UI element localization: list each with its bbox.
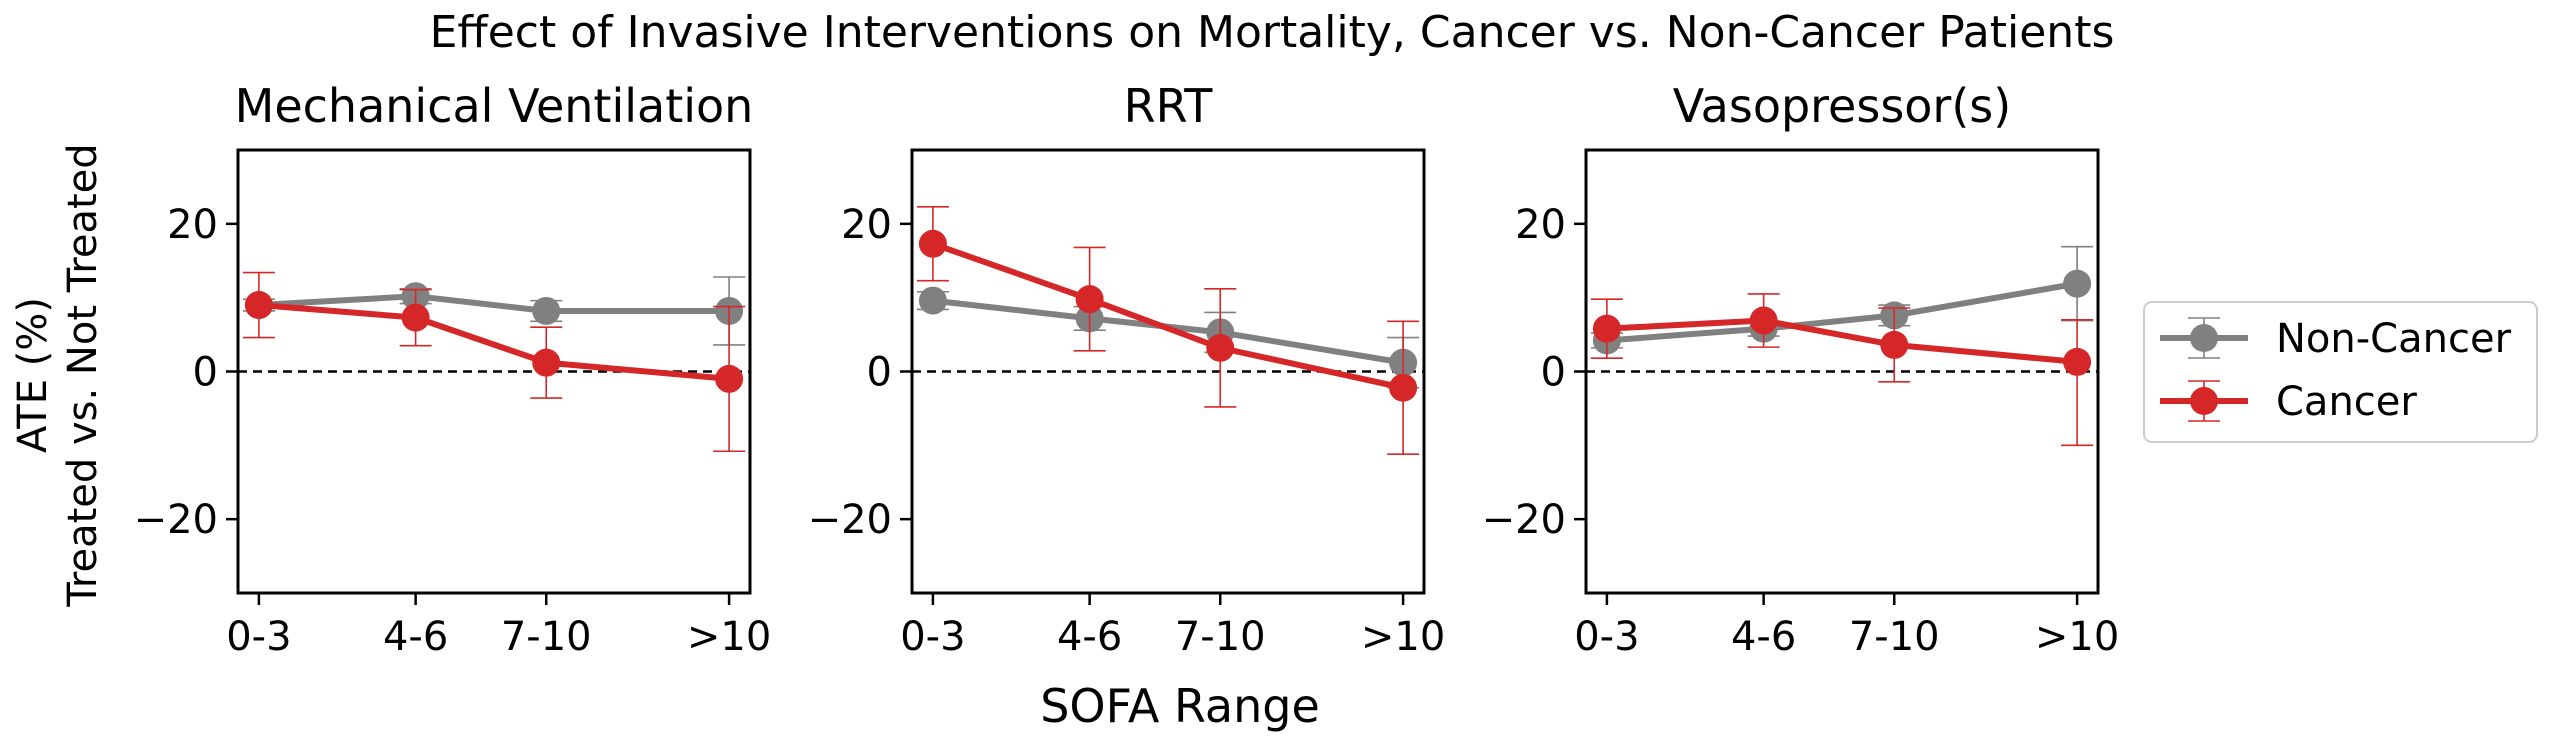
x-tick-label: >10 xyxy=(687,614,771,660)
data-point xyxy=(401,303,430,332)
x-tick-label: 4-6 xyxy=(383,614,448,660)
series-line xyxy=(258,302,730,382)
series-line xyxy=(1606,280,2078,344)
data-point xyxy=(1075,285,1104,314)
x-tick-label: 0-3 xyxy=(1574,614,1639,660)
series-line xyxy=(258,293,730,314)
series-line xyxy=(931,240,1404,391)
data-point xyxy=(1749,306,1778,335)
panels: Mechanical Ventilation 20 0 −20 0-3 4-6 7-10 >1… xyxy=(134,79,2120,660)
legend-marker xyxy=(2190,387,2218,415)
y-axis-label-line1: ATE (%) xyxy=(10,297,56,453)
legend-marker xyxy=(2190,324,2218,352)
y-axis-label: ATE (%) Treated vs. Not Treated xyxy=(10,143,106,607)
series-non-cancer xyxy=(1590,245,2094,355)
series-line xyxy=(1606,317,2078,365)
data-point xyxy=(1206,333,1235,362)
plot-frame xyxy=(1584,148,2100,595)
x-tick-label: 0-3 xyxy=(226,614,291,660)
x-tick-label: 7-10 xyxy=(1175,614,1266,660)
y-tick-label: −20 xyxy=(1482,497,1566,543)
data-point xyxy=(2063,347,2092,376)
x-tick-label: 7-10 xyxy=(1849,614,1940,660)
y-tick-label: 0 xyxy=(867,350,892,396)
x-tick-label: 7-10 xyxy=(501,614,592,660)
legend-entry-cancer: Cancer xyxy=(2160,379,2417,425)
x-tick-label: 4-6 xyxy=(1057,614,1122,660)
legend: Non-Cancer Cancer xyxy=(2143,301,2538,443)
y-tick-label: 0 xyxy=(193,350,218,396)
data-point xyxy=(715,364,744,393)
y-tick-label: −20 xyxy=(808,497,892,543)
legend-entry-non-cancer: Non-Cancer xyxy=(2160,316,2512,362)
figure-title: Effect of Invasive Interventions on Mort… xyxy=(430,7,2115,58)
panel-3: Vasopressor(s) 20 0 −20 0-3 4-6 7-10 >10 xyxy=(1482,79,2120,660)
data-point xyxy=(1592,314,1621,343)
x-tick-label: 4-6 xyxy=(1731,614,1796,660)
y-tick-label: 20 xyxy=(841,202,892,248)
data-point xyxy=(532,348,561,377)
data-point xyxy=(918,229,947,258)
plot-frame xyxy=(236,148,752,595)
data-point xyxy=(1389,373,1418,402)
y-axis-label-line2: Treated vs. Not Treated xyxy=(60,143,106,607)
legend-label: Non-Cancer xyxy=(2276,316,2512,362)
data-point xyxy=(532,296,561,325)
y-tick-label: −20 xyxy=(134,497,218,543)
y-tick-label: 20 xyxy=(1515,202,1566,248)
x-tick-label: >10 xyxy=(2035,614,2119,660)
series-line xyxy=(932,297,1404,366)
data-point xyxy=(2063,269,2092,298)
series-cancer xyxy=(242,271,746,453)
x-axis-label: SOFA Range xyxy=(1040,679,1320,733)
data-point xyxy=(918,286,947,315)
panel-1: Mechanical Ventilation 20 0 −20 0-3 4-6 7-10 >1… xyxy=(134,79,772,660)
panel-2: RRT 20 0 −20 0-3 4-6 7-10 >10 xyxy=(808,79,1446,660)
x-tick-label: 0-3 xyxy=(900,614,965,660)
plot-frame xyxy=(910,148,1426,595)
x-tick-label: >10 xyxy=(1361,614,1445,660)
panel-title: RRT xyxy=(1124,79,1214,133)
y-tick-label: 0 xyxy=(1541,350,1566,396)
panel-title: Vasopressor(s) xyxy=(1673,79,2011,133)
data-point xyxy=(244,291,273,320)
y-tick-label: 20 xyxy=(167,202,218,248)
series-cancer xyxy=(1590,293,2094,447)
series-cancer xyxy=(916,206,1420,455)
data-point xyxy=(1880,330,1909,359)
legend-label: Cancer xyxy=(2276,379,2417,425)
panel-title: Mechanical Ventilation xyxy=(235,79,754,133)
